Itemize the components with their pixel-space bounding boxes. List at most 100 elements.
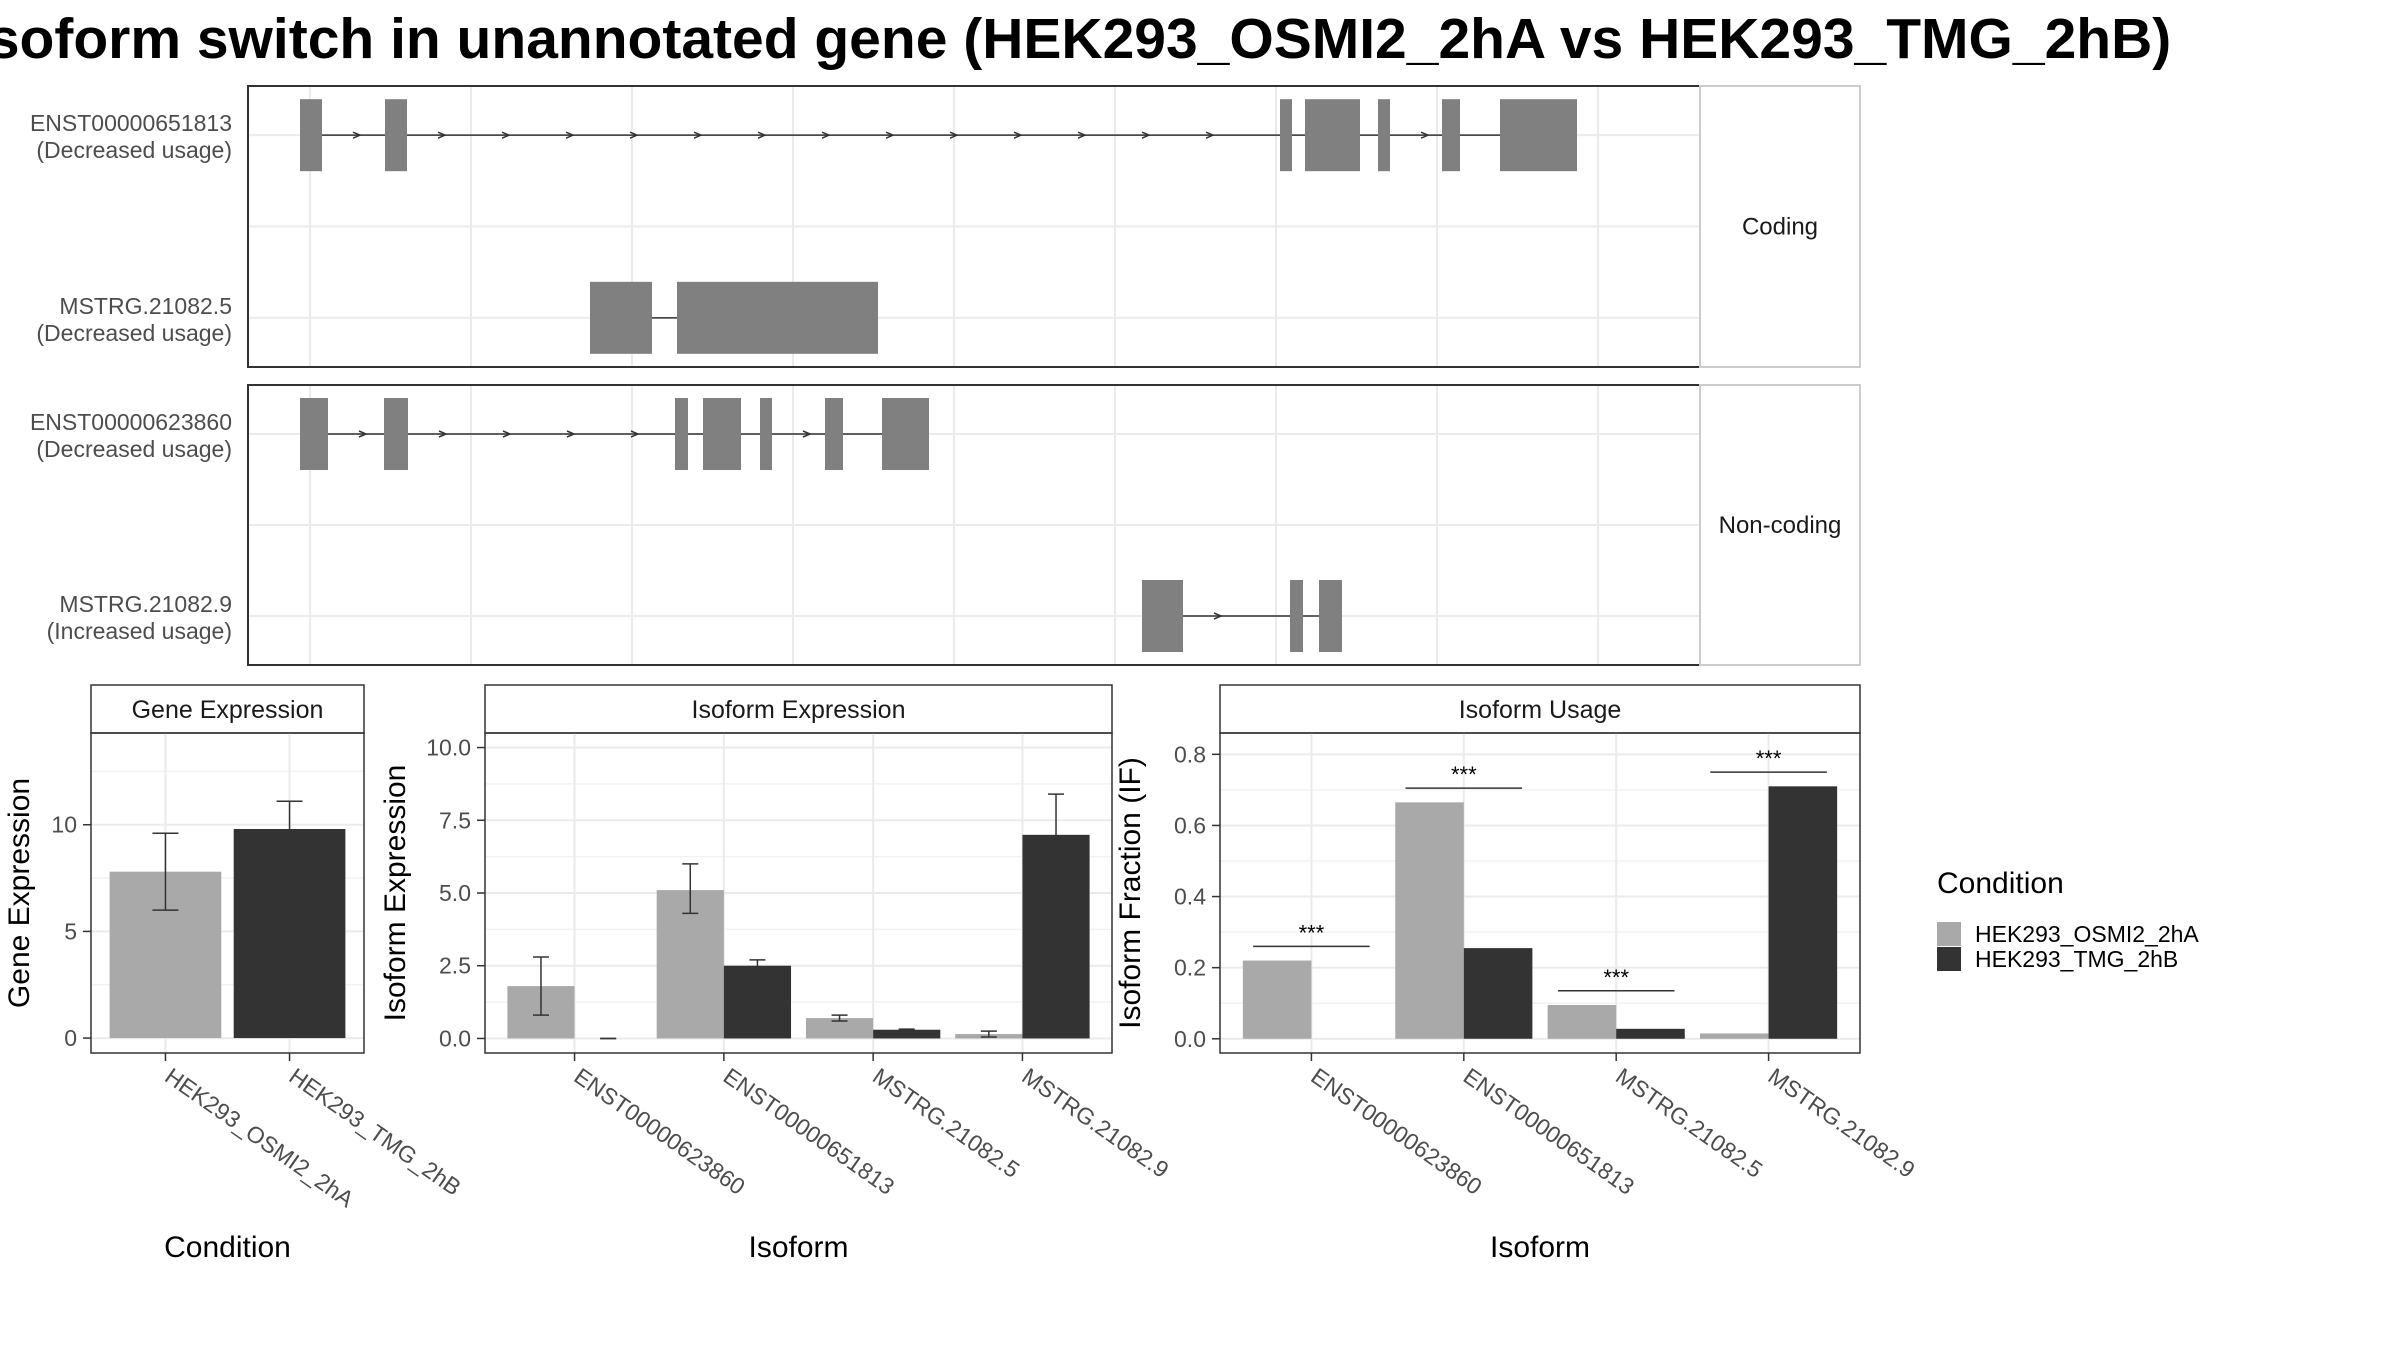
exon (882, 398, 929, 470)
error-bar (682, 863, 699, 915)
direction-arrow (885, 131, 895, 139)
facet-strip (1699, 85, 1861, 368)
error-bar (276, 800, 303, 856)
legend-label: HEK293_OSMI2_2hA (1975, 921, 2199, 947)
significance-label: *** (1756, 746, 1782, 771)
direction-arrow (1205, 131, 1215, 139)
transcript-id-label: ENST00000651813 (30, 110, 232, 136)
bar-hek293-osmi2-2ha-enst00000623860 (1242, 960, 1312, 1039)
transcript-mstrg-21082-5: MSTRG.21082.5(Decreased usage) (36, 281, 878, 354)
facet-strip-label: Non-coding (1719, 512, 1842, 539)
direction-arrow (1141, 131, 1151, 139)
bar-hek293-osmi2-2ha-enst00000651813 (1395, 802, 1464, 1039)
y-tick-label: 0 (64, 1025, 77, 1051)
transcript-usage-label: (Decreased usage) (36, 436, 232, 462)
bars (1242, 786, 1838, 1039)
exon (385, 99, 407, 172)
significance-label: *** (1603, 965, 1629, 990)
y-tick-label: 0.6 (1174, 812, 1206, 838)
legend-label: HEK293_TMG_2hB (1975, 946, 2178, 972)
transcript-id-label: MSTRG.21082.9 (59, 591, 232, 617)
panel-border (90, 732, 365, 1054)
exon (703, 398, 741, 470)
transcript-structure-panels: ENST00000651813(Decreased usage)MSTRG.21… (30, 85, 1861, 666)
transcript-usage-label: (Increased usage) (47, 618, 232, 644)
bar-hek293-tmg-2hb-enst00000651813 (1463, 948, 1533, 1039)
x-tick-label: MSTRG.21082.5 (1611, 1063, 1767, 1183)
exon (1290, 580, 1303, 652)
direction-arrow (501, 131, 511, 139)
direction-arrow (566, 430, 576, 438)
exon (825, 398, 843, 470)
direction-arrow (630, 430, 640, 438)
exon (1378, 99, 1390, 172)
y-tick-label: 0.2 (1174, 955, 1206, 981)
bar-hek293-tmg-2hb-mstrg-21082-5 (1616, 1028, 1685, 1039)
facet-strip-label: Coding (1742, 214, 1818, 241)
transcript-enst00000651813: ENST00000651813(Decreased usage) (30, 99, 1577, 172)
transcript-enst00000623860: ENST00000623860(Decreased usage) (30, 398, 929, 470)
y-tick-label: 7.5 (439, 807, 471, 833)
isoform-usage-panel: Isoform Usage *** *** *** *** 0.0 0.2 0.4 0.6 0.8… (1114, 684, 1920, 1264)
bar-hek293-osmi2-2ha-mstrg-21082-5 (1547, 1005, 1617, 1039)
direction-arrow (757, 131, 767, 139)
direction-arrow (629, 131, 639, 139)
error-bar (898, 1028, 915, 1032)
y-tick-label: 0.4 (1174, 884, 1206, 910)
legend-item-hek293-osmi2-2ha: HEK293_OSMI2_2hA (1937, 921, 2199, 947)
significance-label: *** (1451, 762, 1477, 787)
y-tick-label: 2.5 (439, 953, 471, 979)
direction-arrow (693, 131, 703, 139)
direction-arrow (1077, 131, 1087, 139)
panel-border (1219, 732, 1861, 1054)
y-tick-label: 5 (64, 918, 77, 944)
direction-arrow (358, 430, 368, 438)
exon (760, 398, 772, 470)
x-tick-label: MSTRG.21082.9 (1764, 1063, 1920, 1183)
x-axis-title: Isoform (1490, 1231, 1590, 1264)
legend-swatch (1937, 922, 1961, 946)
error-bar (980, 1030, 997, 1038)
error-bar (152, 832, 179, 911)
error-bar (749, 959, 766, 973)
y-tick-label: 5.0 (439, 880, 471, 906)
exon (384, 398, 408, 470)
bar-hek293-tmg-2hb (233, 829, 346, 1039)
y-tick-label: 0.0 (1174, 1026, 1206, 1052)
exon (1142, 580, 1183, 652)
direction-arrow (949, 131, 959, 139)
exon (1305, 99, 1360, 172)
facet-strip (1699, 384, 1861, 666)
x-tick-label: MSTRG.21082.5 (868, 1063, 1024, 1183)
exon (1319, 580, 1342, 652)
exon (300, 99, 322, 172)
transcript-mstrg-21082-9: MSTRG.21082.9(Increased usage) (47, 580, 1342, 652)
bar-hek293-osmi2-2ha-mstrg-21082-5 (805, 1018, 874, 1039)
panel-title: Isoform Expression (692, 696, 906, 724)
y-axis-title: Isoform Fraction (IF) (1114, 757, 1147, 1029)
direction-arrow (1420, 131, 1430, 139)
y-tick-label: 10 (51, 812, 77, 838)
isoform-expression-panel: Isoform Expression0.02.55.07.510.0ENST00… (379, 684, 1174, 1264)
direction-arrow (821, 131, 831, 139)
direction-arrow (802, 430, 812, 438)
direction-arrow (1213, 612, 1223, 620)
error-bar (1048, 793, 1065, 877)
transcript-usage-label: (Decreased usage) (36, 137, 232, 163)
error-bar (831, 1014, 848, 1022)
transcript-usage-label: (Decreased usage) (36, 320, 232, 346)
bar-hek293-osmi2-2ha-enst00000651813 (656, 890, 724, 1039)
exon (1500, 99, 1577, 172)
y-tick-label: 0.0 (439, 1025, 471, 1051)
panel-strip (484, 684, 1113, 734)
direction-arrow (565, 131, 575, 139)
direction-arrow (438, 430, 448, 438)
figure-title: Isoform switch in unannotated gene (HEK2… (0, 7, 2172, 71)
y-tick-label: 10.0 (426, 735, 471, 761)
bars (109, 800, 346, 1039)
y-axis-title: Isoform Expression (379, 765, 412, 1022)
bar-hek293-tmg-2hb-enst00000651813 (723, 965, 792, 1039)
transcript-panel-non-coding: ENST00000623860(Decreased usage) MSTRG.21… (30, 384, 1861, 666)
direction-arrow (1013, 131, 1023, 139)
